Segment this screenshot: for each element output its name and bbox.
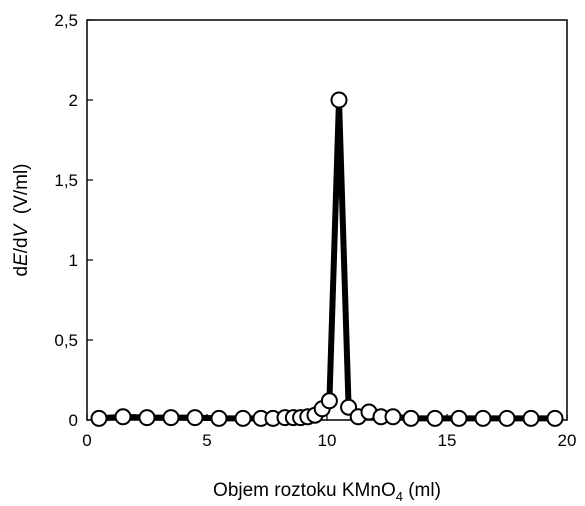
data-point — [474, 409, 492, 427]
data-point — [450, 409, 468, 427]
y-tick-label: 0 — [69, 411, 78, 430]
y-axis-title-E: E — [11, 253, 32, 266]
data-point — [522, 409, 540, 427]
data-point — [498, 409, 516, 427]
data-point — [426, 409, 444, 427]
y-axis-title-V: V — [11, 222, 32, 237]
data-point — [320, 392, 338, 410]
x-axis-title: Objem roztoku KMnO4 (ml) — [213, 480, 441, 504]
y-tick-label: 2 — [69, 91, 78, 110]
x-tick-label: 0 — [82, 431, 91, 450]
data-point — [384, 408, 402, 426]
y-axis-title: dE/dV (V/ml) — [11, 163, 32, 276]
x-tick-label: 10 — [318, 431, 337, 450]
y-tick-label: 1 — [69, 251, 78, 270]
x-axis-title-main: Objem roztoku KMnO — [213, 480, 396, 501]
data-point — [114, 408, 132, 426]
x-tick-label: 20 — [558, 431, 577, 450]
y-axis-title-unit: (V/ml) — [11, 163, 32, 224]
data-point — [138, 409, 156, 427]
data-point — [162, 409, 180, 427]
y-tick-label: 1,5 — [54, 171, 78, 190]
y-axis-title-slash-d: /d — [11, 237, 32, 253]
y-tick-label: 2,5 — [54, 11, 78, 30]
series-layer — [90, 91, 564, 427]
data-point — [234, 409, 252, 427]
x-axis-title-unit: (ml) — [403, 480, 441, 501]
x-axis-title-subscript: 4 — [396, 489, 403, 504]
data-point — [186, 409, 204, 427]
x-tick-label: 15 — [438, 431, 457, 450]
y-tick-label: 0,5 — [54, 331, 78, 350]
data-point — [210, 409, 228, 427]
data-point — [402, 409, 420, 427]
data-point — [330, 91, 348, 109]
y-axis-ticks: 0 0,5 1 1,5 2 2,5 — [54, 11, 93, 430]
x-tick-label: 5 — [202, 431, 211, 450]
y-axis-title-d1: d — [11, 266, 32, 277]
data-point — [90, 409, 108, 427]
data-point — [546, 409, 564, 427]
plot-area — [86, 19, 568, 421]
